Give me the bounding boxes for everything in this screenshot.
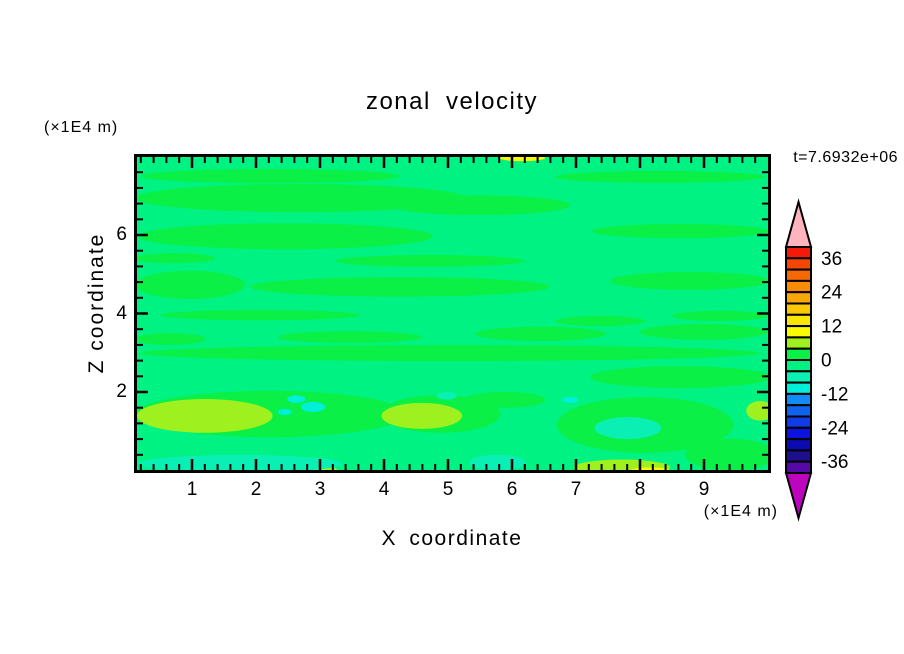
colorbar-segment: [785, 246, 812, 260]
contour-blob-0..4: [137, 333, 206, 345]
contour-blob--12..-8: [277, 408, 292, 416]
contour-blob--12..-8: [561, 396, 579, 403]
contour-blob-0..4: [140, 169, 400, 184]
contour-blob-0..4: [140, 345, 760, 361]
contour-blob-0..4: [464, 391, 546, 408]
contour-blob-0..4: [335, 255, 525, 267]
colorbar-segment: [785, 426, 812, 441]
contour-blob-0..4: [137, 223, 433, 250]
colorbar-segment: [785, 257, 812, 271]
colorbar-segment: [785, 313, 812, 328]
plot-area: [134, 154, 771, 473]
x-axis-unit-label: (×1E4 m): [703, 503, 778, 520]
contour-blob-0..4: [672, 310, 768, 321]
contour-blob--8..-4: [138, 454, 342, 470]
colorbar-arrow-up: [784, 198, 813, 248]
x-tick-label: 8: [634, 479, 646, 500]
colorbar-tick-label: 36: [821, 249, 842, 270]
contour-blob-4..8: [137, 399, 273, 433]
contour-blob-0..4: [554, 171, 765, 183]
contour-blob-0..4: [640, 324, 768, 340]
colorbar-segment: [785, 268, 812, 282]
x-tick-label: 5: [442, 479, 454, 500]
colorbar: 36 24 12 0 -12 -24 -36: [784, 198, 849, 522]
colorbar-arrow-down: [784, 472, 813, 522]
contour-blob-4..8: [574, 459, 671, 470]
colorbar-segment: [785, 325, 812, 339]
colorbar-segment: [785, 302, 812, 316]
colorbar-tick-label: 12: [821, 317, 842, 338]
colorbar-segment: [785, 336, 812, 350]
x-tick-label: 4: [378, 479, 390, 500]
colorbar-segment: [785, 449, 812, 463]
colorbar-segment: [785, 415, 812, 429]
x-axis-title: X coordinate: [381, 527, 523, 550]
colorbar-tick-label: -36: [821, 452, 848, 473]
y-tick-label: 4: [116, 302, 127, 324]
contour-blob-8..12: [499, 157, 546, 162]
x-tick-label: 9: [698, 479, 710, 500]
colorbar-segment: [785, 359, 812, 373]
x-tick-label: 2: [250, 479, 262, 500]
y-axis-unit-label: (×1E4 m): [44, 119, 119, 136]
colorbar-segment: [785, 291, 812, 305]
contour-blob--8..-4: [436, 392, 457, 400]
contour-blob-4..8: [381, 402, 463, 429]
contour-blob-0..4: [137, 270, 246, 299]
contour-blob-0..4: [137, 184, 466, 213]
time-stamp: t=7.6932e+06: [793, 149, 898, 166]
contour-blob--12..-8: [287, 395, 306, 403]
contour-blob-0..4: [389, 195, 571, 215]
contour-blob-0..4: [137, 253, 215, 264]
colorbar-segment: [785, 438, 812, 452]
contour-blob-0..4: [160, 310, 360, 321]
x-tick-label: 7: [570, 479, 582, 500]
colorbar-segment: [785, 347, 812, 361]
colorbar-segment: [785, 381, 812, 395]
colorbar-segment: [785, 392, 812, 407]
contour-blob--12..-8: [300, 401, 326, 412]
contour-blob-0..4: [685, 438, 768, 470]
x-tick-label: 3: [314, 479, 326, 500]
x-tick-label: 1: [186, 479, 198, 500]
colorbar-tick-label: 0: [821, 351, 832, 372]
colorbar-segment: [785, 279, 812, 294]
contour-blob-0..4: [277, 331, 423, 343]
contour-blob-0..4: [250, 277, 550, 297]
colorbar-segment: [785, 404, 812, 418]
contour-blob-0..4: [590, 366, 768, 389]
y-tick-label: 2: [116, 381, 127, 402]
colorbar-segment: [785, 370, 812, 384]
contour-blob--8..-4: [594, 417, 662, 440]
colorbar-tick-label: -12: [821, 384, 848, 405]
contour-field: [137, 157, 768, 470]
colorbar-segment: [785, 460, 812, 475]
y-tick-label: 6: [116, 224, 127, 245]
contour-blob-4..8: [746, 401, 768, 421]
contour-blob--8..-4: [469, 454, 526, 470]
contour-blob-0..4: [555, 315, 646, 327]
contour-blob-0..4: [592, 224, 768, 239]
contour-blob-0..4: [474, 326, 606, 341]
colorbar-tick-label: 24: [821, 283, 843, 304]
colorbar-tick-label: -24: [821, 418, 849, 439]
x-tick-label: 6: [506, 479, 518, 500]
contour-blob-0..4: [609, 271, 768, 290]
chart-title: zonal velocity: [365, 88, 539, 115]
